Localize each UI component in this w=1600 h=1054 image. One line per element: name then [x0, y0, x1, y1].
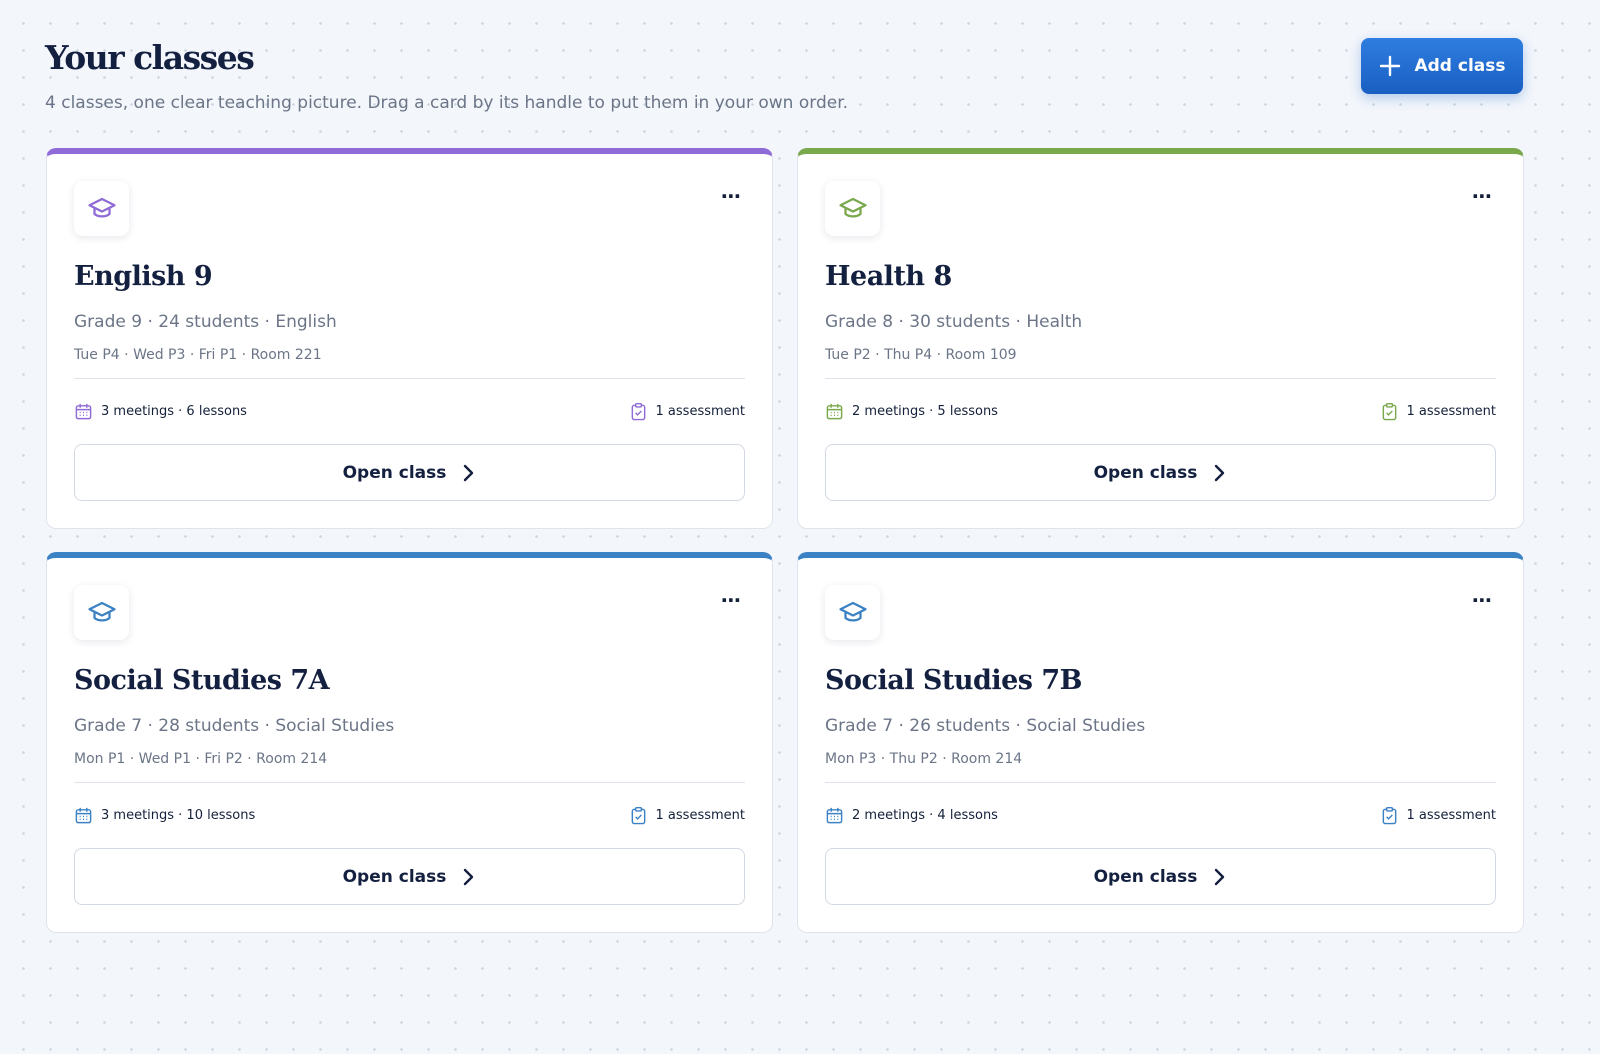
- divider: [74, 782, 745, 783]
- divider: [74, 378, 745, 379]
- add-class-button[interactable]: Add class: [1361, 38, 1523, 94]
- class-meta: Grade 7 · 26 students · Social Studies: [825, 716, 1146, 736]
- stat-lessons: 3 meetings · 6 lessons: [74, 402, 247, 421]
- class-meta: Grade 7 · 28 students · Social Studies: [74, 716, 395, 736]
- class-icon: [74, 181, 129, 236]
- page-title: Your classes: [45, 38, 255, 77]
- chevron-icon: [1215, 464, 1225, 481]
- class-card: ⋯ Social Studies 7B Grade 7 · 26 students …: [797, 552, 1524, 933]
- cap-icon: [87, 197, 116, 217]
- stat-text: 1 assessment: [655, 404, 745, 419]
- clipboard-icon: [631, 806, 645, 825]
- class-schedule: Mon P1 · Wed P1 · Fri P2 · Room 214: [74, 751, 328, 767]
- stat-text: 1 assessment: [1406, 404, 1496, 419]
- stat-text: 2 meetings · 5 lessons: [852, 404, 998, 419]
- dots-icon: ⋯: [1472, 588, 1493, 612]
- button-label: Open class: [1093, 866, 1198, 887]
- class-schedule: Mon P3 · Thu P2 · Room 214: [825, 751, 1023, 767]
- cap-icon: [87, 601, 116, 621]
- class-icon: [825, 181, 880, 236]
- open-class-button[interactable]: Open class: [825, 444, 1496, 501]
- open-class-button[interactable]: Open class: [825, 848, 1496, 905]
- button-label: Open class: [342, 462, 447, 483]
- chevron-icon: [464, 464, 474, 481]
- class-title: English 9: [74, 261, 213, 292]
- dots-icon: ⋯: [1472, 184, 1493, 208]
- calendar-icon: [826, 807, 843, 824]
- more-menu[interactable]: ⋯: [1472, 588, 1493, 612]
- add-class-label: Add class: [1414, 56, 1506, 76]
- divider: [825, 782, 1496, 783]
- stat-text: 3 meetings · 10 lessons: [101, 808, 256, 823]
- stat-lessons: 2 meetings · 5 lessons: [825, 402, 998, 421]
- stat-assessments: 1 assessment: [629, 806, 745, 825]
- calendar-icon: [826, 403, 843, 420]
- cap-icon: [838, 197, 867, 217]
- clipboard-icon: [1382, 402, 1396, 421]
- class-title: Health 8: [825, 261, 952, 292]
- stat-text: 3 meetings · 6 lessons: [101, 404, 247, 419]
- class-icon: [825, 585, 880, 640]
- button-label: Open class: [1093, 462, 1198, 483]
- page-subtitle: 4 classes, one clear teaching picture. D…: [45, 93, 849, 113]
- plus-icon: [1380, 55, 1401, 77]
- class-title: Social Studies 7B: [825, 665, 1082, 696]
- class-schedule: Tue P2 · Thu P4 · Room 109: [825, 347, 1017, 363]
- dots-icon: ⋯: [721, 588, 742, 612]
- open-class-button[interactable]: Open class: [74, 848, 745, 905]
- class-card: ⋯ English 9 Grade 9 · 24 students · Englis…: [46, 148, 773, 529]
- stat-text: 1 assessment: [655, 808, 745, 823]
- stat-text: 1 assessment: [1406, 808, 1496, 823]
- open-class-button[interactable]: Open class: [74, 444, 745, 501]
- stat-lessons: 2 meetings · 4 lessons: [825, 806, 998, 825]
- calendar-icon: [75, 403, 92, 420]
- divider: [825, 378, 1496, 379]
- stat-text: 2 meetings · 4 lessons: [852, 808, 998, 823]
- clipboard-icon: [631, 402, 645, 421]
- class-card: ⋯ Social Studies 7A Grade 7 · 28 students …: [46, 552, 773, 933]
- stat-assessments: 1 assessment: [1380, 402, 1496, 421]
- more-menu[interactable]: ⋯: [721, 184, 742, 208]
- stat-assessments: 1 assessment: [1380, 806, 1496, 825]
- button-label: Open class: [342, 866, 447, 887]
- class-card: ⋯ Health 8 Grade 8 · 30 students · Health T…: [797, 148, 1524, 529]
- cap-icon: [838, 601, 867, 621]
- chevron-icon: [1215, 868, 1225, 885]
- class-schedule: Tue P4 · Wed P3 · Fri P1 · Room 221: [74, 347, 322, 363]
- class-meta: Grade 8 · 30 students · Health: [825, 312, 1083, 332]
- more-menu[interactable]: ⋯: [721, 588, 742, 612]
- clipboard-icon: [1382, 806, 1396, 825]
- stat-assessments: 1 assessment: [629, 402, 745, 421]
- class-icon: [74, 585, 129, 640]
- chevron-icon: [464, 868, 474, 885]
- calendar-icon: [75, 807, 92, 824]
- class-meta: Grade 9 · 24 students · English: [74, 312, 337, 332]
- dots-icon: ⋯: [721, 184, 742, 208]
- class-title: Social Studies 7A: [74, 665, 330, 696]
- stat-lessons: 3 meetings · 10 lessons: [74, 806, 255, 825]
- more-menu[interactable]: ⋯: [1472, 184, 1493, 208]
